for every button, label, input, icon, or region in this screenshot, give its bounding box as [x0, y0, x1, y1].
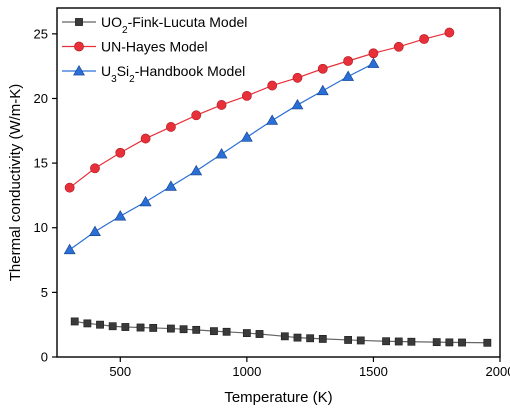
legend-label: U3Si2-Handbook Model	[101, 63, 245, 85]
series-layer	[63, 27, 492, 347]
data-point	[316, 84, 329, 96]
y-tick-label: 25	[34, 26, 48, 41]
data-point	[407, 337, 416, 346]
data-point	[241, 90, 252, 101]
data-point	[108, 322, 117, 331]
data-point	[280, 332, 289, 341]
plot-frame	[56, 7, 501, 358]
data-point	[216, 100, 227, 110]
data-point	[318, 335, 327, 343]
y-tick-label: 15	[34, 156, 48, 171]
y-tick-label: 0	[41, 350, 48, 365]
legend-item: UN-Hayes Model	[62, 39, 208, 55]
data-point	[114, 210, 127, 221]
data-point	[267, 80, 278, 91]
data-point	[342, 70, 355, 81]
data-point	[121, 323, 130, 331]
y-tick-label: 5	[41, 285, 48, 300]
x-tick-label: 1500	[359, 364, 388, 379]
data-point	[483, 338, 492, 347]
data-point	[166, 122, 176, 132]
data-point	[90, 163, 100, 174]
series-line	[69, 31, 450, 189]
data-point	[167, 324, 175, 333]
legend-item: U3Si2-Handbook Model	[62, 63, 245, 85]
data-point	[343, 56, 354, 66]
y-tick-label: 10	[34, 220, 48, 235]
data-point	[179, 325, 188, 334]
series-1	[70, 317, 492, 347]
y-tick-label: 20	[34, 91, 48, 106]
data-point	[115, 147, 126, 158]
data-point	[215, 148, 228, 159]
legend-marker	[74, 41, 84, 52]
data-point	[445, 338, 454, 347]
data-point	[164, 180, 177, 191]
data-point	[306, 334, 315, 343]
data-point	[191, 110, 202, 121]
data-point	[240, 131, 253, 142]
series-3	[63, 57, 380, 255]
data-point	[255, 330, 264, 338]
data-point	[210, 327, 218, 336]
data-point	[317, 63, 328, 74]
data-point	[266, 114, 279, 125]
data-point	[89, 225, 101, 236]
legend: UO2-Fink-Lucuta Model UN-Hayes Model U3Si2…	[62, 14, 247, 85]
data-point	[356, 336, 365, 345]
data-point	[139, 195, 152, 207]
legend-label: UO2-Fink-Lucuta Model	[101, 14, 247, 36]
legend-marker	[75, 18, 83, 26]
data-point	[419, 34, 429, 44]
data-point	[192, 325, 201, 334]
data-point	[140, 133, 151, 144]
x-tick-label: 1000	[232, 364, 261, 379]
data-point	[190, 164, 203, 176]
data-point	[344, 336, 353, 344]
data-point	[242, 329, 251, 337]
data-point	[432, 338, 441, 347]
data-point	[149, 324, 158, 332]
data-point	[444, 27, 455, 38]
y-axis: 0 5 10 15 20 25	[34, 26, 57, 365]
x-tick-label: 500	[109, 364, 131, 379]
legend-label: UN-Hayes Model	[101, 39, 208, 55]
data-point	[458, 338, 466, 347]
series-2	[64, 27, 455, 193]
data-point	[292, 72, 303, 83]
data-point	[394, 337, 403, 346]
data-point	[368, 48, 379, 59]
data-point	[382, 337, 390, 346]
data-point	[293, 333, 302, 342]
legend-marker	[73, 64, 85, 76]
legend-item: UO2-Fink-Lucuta Model	[62, 14, 247, 36]
data-point	[96, 320, 104, 329]
y-axis-title: Thermal conductivity (W/m-K)	[7, 84, 24, 282]
data-point	[367, 57, 380, 68]
x-axis-title: Temperature (K)	[224, 389, 332, 406]
data-point	[63, 243, 76, 255]
data-point	[83, 319, 92, 328]
data-point	[222, 327, 231, 336]
data-point	[70, 317, 79, 326]
data-point	[291, 98, 304, 110]
data-point	[136, 323, 145, 332]
data-point	[64, 182, 75, 193]
data-point	[393, 41, 404, 52]
